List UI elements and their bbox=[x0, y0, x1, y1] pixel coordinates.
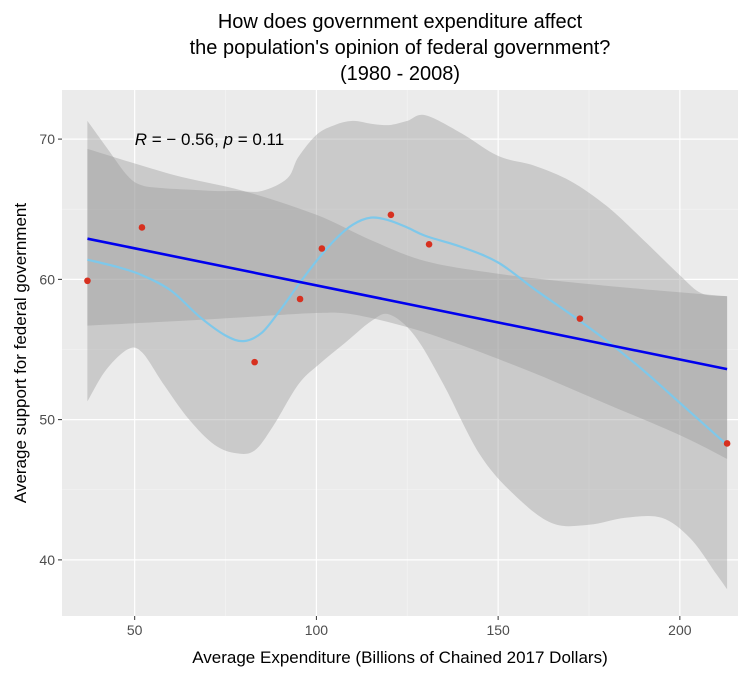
x-axis-title: Average Expenditure (Billions of Chained… bbox=[192, 648, 607, 667]
x-tick-label: 50 bbox=[127, 622, 143, 638]
data-point bbox=[425, 240, 433, 248]
data-point bbox=[296, 295, 304, 303]
data-point bbox=[84, 277, 91, 285]
axis-ticks: 50 100 150 200 40 50 60 70 bbox=[39, 131, 691, 638]
data-point bbox=[576, 315, 584, 322]
minor-gridlines bbox=[62, 90, 738, 616]
y-tick-label: 70 bbox=[39, 131, 55, 147]
correlation-annotation: R = − 0.56, p = 0.11 bbox=[135, 130, 285, 149]
p-symbol: p bbox=[223, 130, 233, 149]
title-line-2: the population's opinion of federal gove… bbox=[190, 37, 611, 59]
y-tick-label: 50 bbox=[39, 412, 55, 428]
x-tick-label: 200 bbox=[668, 622, 692, 638]
x-tick-label: 150 bbox=[486, 622, 510, 638]
data-point bbox=[251, 358, 258, 366]
chart-title: How does government expenditure affect t… bbox=[190, 11, 611, 85]
title-line-1: How does government expenditure affect bbox=[218, 11, 583, 33]
r-symbol: R bbox=[135, 130, 147, 149]
plot-panel bbox=[62, 90, 738, 616]
y-tick-label: 60 bbox=[39, 271, 55, 287]
data-points bbox=[84, 211, 731, 447]
p-value: = 0.11 bbox=[233, 130, 284, 149]
major-gridlines bbox=[62, 90, 738, 616]
data-point bbox=[723, 440, 731, 447]
title-line-3: (1980 - 2008) bbox=[340, 63, 460, 85]
y-tick-label: 40 bbox=[39, 552, 55, 568]
loess-confidence-band bbox=[87, 114, 728, 590]
x-tick-label: 100 bbox=[305, 622, 329, 638]
data-point bbox=[138, 224, 146, 231]
y-axis-title: Average support for federal government bbox=[11, 203, 30, 503]
linear-fit-line bbox=[87, 237, 728, 371]
data-point bbox=[318, 245, 326, 252]
data-point bbox=[387, 211, 395, 219]
fit-lines bbox=[87, 216, 728, 446]
loess-fit-line bbox=[87, 216, 728, 446]
r-value: = − 0.56, bbox=[147, 130, 224, 149]
